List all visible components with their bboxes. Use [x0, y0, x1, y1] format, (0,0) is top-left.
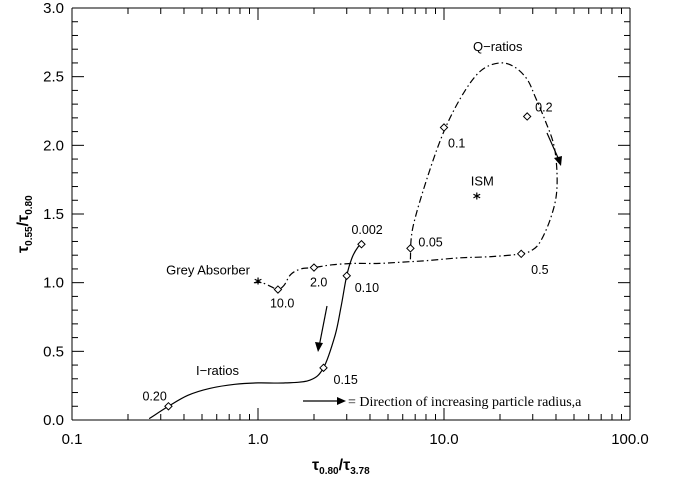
diamond-marker [273, 285, 283, 294]
point-label: Grey Absorber [166, 263, 250, 278]
x-axis-title-tau: τ [312, 457, 319, 474]
y-tick-label: 3.0 [43, 0, 64, 17]
x-axis-title-num: 0.80 [319, 466, 339, 477]
marker-label: 0.002 [351, 223, 382, 237]
arrowhead-q-ratios [554, 156, 562, 166]
y-tick-label: 1.5 [43, 206, 64, 223]
x-axis-title: τ0.80/τ3.78 [312, 457, 370, 477]
marker-label: 0.1 [448, 136, 465, 150]
arrow-i-ratios [318, 305, 328, 348]
y-tick-label: 2.0 [43, 137, 64, 154]
y-tick-label: 0.0 [43, 412, 64, 429]
reference-points: *Grey Absorber*ISM [166, 174, 494, 293]
marker-labels: 0.20 0.15 0.10 0.002 10.0 2.0 0.05 0.5 0.2 0.1 [142, 100, 552, 403]
svg-text:τ0.80/τ3.78: τ0.80/τ3.78 [312, 457, 370, 477]
svg-text:τ0.55/τ0.80: τ0.55/τ0.80 [15, 195, 35, 253]
tick-labels: 0.1 1.0 10.0 100.0 0.0 0.5 1.0 1.5 2.0 2.5 3.0 [43, 0, 649, 448]
y-axis-title-den: 0.80 [24, 195, 35, 215]
diamond-marker [309, 263, 319, 272]
series-lines [148, 62, 558, 420]
diamond-marker [357, 239, 366, 249]
x-tick-label: 100.0 [611, 431, 649, 448]
i-ratios-label: I−ratios [196, 363, 239, 378]
y-tick-label: 0.5 [43, 343, 64, 360]
q-ratios-label: Q−ratios [473, 39, 523, 54]
plot-frame [71, 7, 631, 421]
marker-label: 10.0 [270, 297, 294, 311]
arrow-q-ratios [546, 132, 560, 161]
asterisk-marker: * [254, 275, 262, 293]
marker-label: 0.2 [535, 100, 552, 114]
y-tick-label: 2.5 [43, 69, 64, 86]
diamond-marker [516, 249, 526, 259]
asterisk-marker: * [473, 190, 481, 208]
diamond-marker [164, 401, 173, 411]
marker-label: 0.15 [334, 373, 358, 387]
y-axis-title-tau: τ [15, 246, 32, 253]
diamond-marker [522, 112, 532, 121]
marker-label: 2.0 [310, 276, 327, 290]
diamond-marker [342, 271, 352, 281]
marker-label: 0.5 [531, 263, 548, 277]
series-markers [164, 112, 532, 411]
series-line-i-ratios [148, 243, 362, 420]
marker-label: 0.20 [142, 389, 166, 403]
point-label: ISM [471, 174, 494, 189]
x-axis-title-den: 3.78 [350, 466, 370, 477]
x-tick-label: 10.0 [429, 431, 458, 448]
diamond-marker [439, 123, 449, 132]
direction-arrows [303, 132, 562, 405]
y-axis-title-num: 0.55 [24, 226, 35, 246]
series-line-q-ratios [253, 62, 558, 291]
y-axis-title-tau2: τ [15, 215, 32, 222]
x-tick-label: 0.1 [62, 431, 83, 448]
y-tick-label: 1.0 [43, 275, 64, 292]
legend-arrowhead [337, 397, 346, 405]
x-tick-label: 1.0 [248, 431, 269, 448]
x-axis-title-tau2: τ [343, 457, 350, 474]
diamond-marker [406, 244, 415, 253]
marker-label: 0.05 [418, 235, 442, 249]
arrowhead-i-ratios [315, 342, 323, 352]
diamond-marker [319, 363, 328, 373]
y-axis-title: τ0.55/τ0.80 [15, 195, 35, 253]
axis-ticks [71, 7, 630, 421]
legend-text: = Direction of increasing particle radiu… [348, 395, 582, 410]
marker-label: 0.10 [355, 281, 379, 295]
